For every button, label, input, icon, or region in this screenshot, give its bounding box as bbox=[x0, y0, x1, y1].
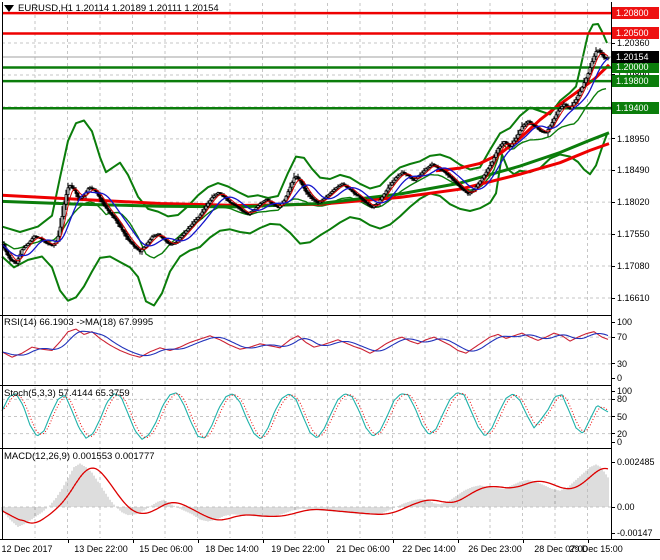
price-level-badge: 1.19400 bbox=[612, 102, 659, 115]
time-label: 13 Dec 22:00 bbox=[74, 544, 128, 554]
macd-scale-label: 0.002485 bbox=[617, 457, 655, 468]
scale-tick-mark bbox=[612, 377, 615, 379]
scale-tick-mark bbox=[612, 398, 615, 400]
time-tick-mark bbox=[392, 540, 394, 543]
scale-tick-mark bbox=[612, 433, 615, 435]
time-tick-mark bbox=[327, 540, 329, 543]
scale-tick-mark bbox=[612, 321, 615, 323]
time-label: 28 Dec 07:00 bbox=[534, 544, 588, 554]
rsi-indicator-label: RSI(14) 66.1903 ->MA(18) 67.9995 bbox=[4, 317, 154, 328]
macd-indicator-label: MACD(12,26,9) 0.001553 0.001777 bbox=[4, 451, 155, 462]
macd-scale-label: 0.00 bbox=[617, 502, 635, 512]
stoch-scale-label: 0 bbox=[617, 437, 623, 447]
rsi-scale-label: 30 bbox=[617, 358, 628, 369]
scale-tick-mark bbox=[612, 363, 615, 365]
scale-tick-mark bbox=[612, 233, 615, 235]
stoch-scale-label: 20 bbox=[617, 428, 628, 439]
price-tick-label: 1.18950 bbox=[617, 133, 650, 144]
price-tick-label: 1.19890 bbox=[617, 70, 650, 80]
price-level-badge: 1.20500 bbox=[612, 27, 659, 40]
price-level-badge: 1.19800 bbox=[612, 75, 659, 88]
rsi-scale-label: 0 bbox=[617, 373, 623, 383]
scale-tick-mark bbox=[612, 416, 615, 417]
scale-tick-mark bbox=[612, 138, 615, 140]
chart-title: EURUSD,H1 1.20114 1.20189 1.20111 1.2015… bbox=[18, 3, 219, 14]
price-level-badge: 1.20800 bbox=[612, 7, 659, 20]
current-price-badge: 1.20154 bbox=[612, 51, 659, 63]
price-tick-label: 1.18020 bbox=[617, 197, 650, 208]
stoch-scale-label: 80 bbox=[617, 394, 628, 405]
scale-tick-mark bbox=[612, 265, 615, 267]
stoch-scale-label: 100 bbox=[617, 386, 633, 396]
time-label: 29 Dec 15:00 bbox=[569, 544, 623, 554]
time-tick-mark bbox=[522, 540, 524, 543]
price-tick-label: 1.20360 bbox=[617, 38, 650, 48]
scale-tick-mark bbox=[612, 297, 615, 299]
stoch-scale-label: 50 bbox=[617, 411, 628, 422]
price-tick-label: 1.17080 bbox=[617, 261, 650, 272]
scale-tick-mark bbox=[612, 201, 615, 203]
time-tick-mark bbox=[132, 540, 134, 543]
chart-title-row: EURUSD,H1 1.20114 1.20189 1.20111 1.2015… bbox=[4, 3, 219, 14]
time-axis[interactable]: 12 Dec 2017 13 Dec 22:00 15 Dec 06:00 18 De… bbox=[0, 539, 660, 560]
time-label: 19 Dec 22:00 bbox=[271, 544, 325, 554]
time-tick-mark bbox=[262, 540, 264, 543]
scale-tick-mark bbox=[612, 42, 615, 44]
price-level-badge: 1.20000 bbox=[612, 61, 659, 74]
time-tick-mark bbox=[197, 540, 199, 543]
scale-tick-mark bbox=[612, 532, 615, 534]
symbol-marker-icon[interactable] bbox=[4, 5, 14, 12]
time-label: 22 Dec 14:00 bbox=[402, 544, 456, 554]
price-scale[interactable]: 1.203601.198901.194201.189501.184901.180… bbox=[612, 0, 660, 539]
scale-tick-mark bbox=[612, 441, 615, 443]
time-tick-mark bbox=[457, 540, 459, 543]
scale-tick-mark bbox=[612, 390, 615, 392]
time-tick-mark bbox=[67, 540, 69, 543]
time-label: 18 Dec 14:00 bbox=[205, 544, 259, 554]
price-tick-label: 1.17550 bbox=[617, 229, 650, 240]
time-tick-mark bbox=[587, 540, 589, 543]
scale-tick-mark bbox=[612, 74, 615, 76]
scale-tick-mark bbox=[612, 169, 615, 171]
price-tick-label: 1.18490 bbox=[617, 165, 650, 176]
scale-tick-mark bbox=[612, 461, 615, 463]
time-label: 21 Dec 06:00 bbox=[336, 544, 390, 554]
scale-tick-mark bbox=[612, 506, 615, 508]
rsi-scale-label: 100 bbox=[617, 317, 633, 327]
price-tick-label: 1.16610 bbox=[617, 293, 650, 303]
time-label: 15 Dec 06:00 bbox=[139, 544, 193, 554]
scale-tick-mark bbox=[612, 336, 615, 338]
rsi-scale-label: 70 bbox=[617, 332, 628, 343]
time-label: 26 Dec 23:00 bbox=[468, 544, 522, 554]
time-label: 12 Dec 2017 bbox=[1, 544, 53, 554]
stoch-indicator-label: Stoch(5,3,3) 57.4144 65.3759 bbox=[4, 388, 130, 399]
macd-scale-label: -0.00147 bbox=[617, 528, 653, 538]
